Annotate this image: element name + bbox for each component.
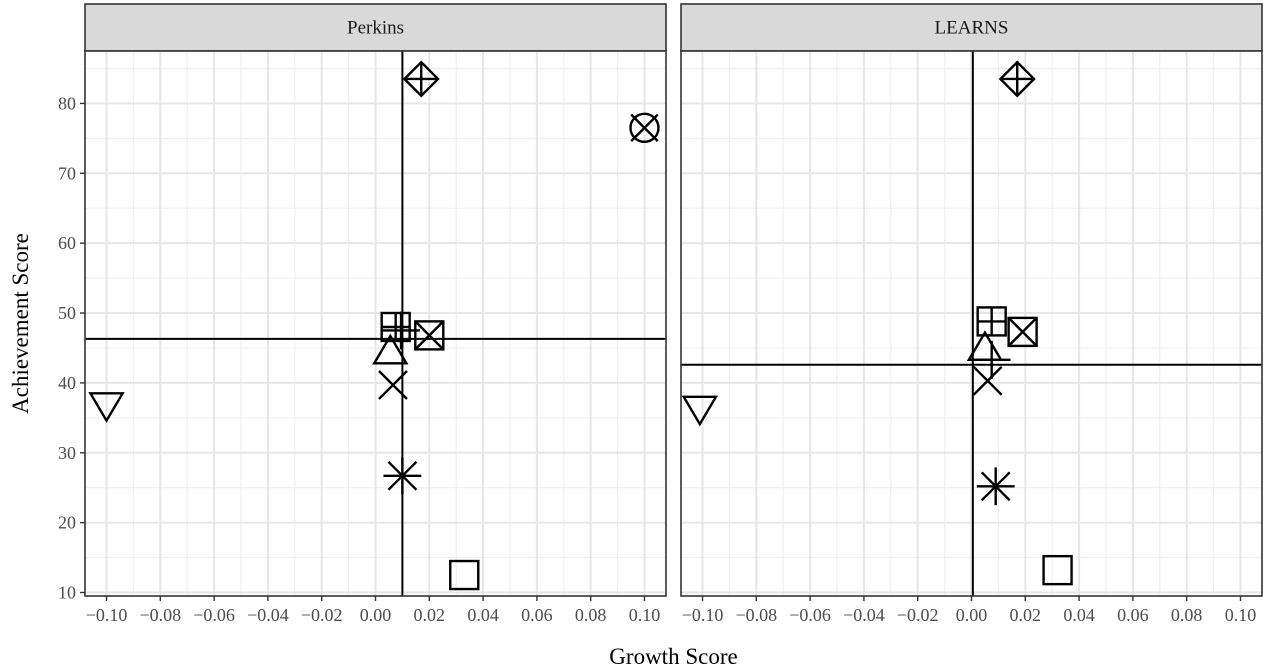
data-point-triangle-up [372, 333, 409, 365]
x-tick-label: −0.10 [86, 605, 128, 625]
x-tick-label: 0.10 [1225, 605, 1257, 625]
x-tick-label: 0.04 [1063, 605, 1095, 625]
data-point-plus [382, 311, 420, 350]
x-tick-label: −0.08 [735, 605, 777, 625]
panel-perkins: Perkins −0.10 −0.08 −0.06 −0.04 −0.02 0.00 0.02… [58, 3, 667, 625]
x-tick-label: −0.04 [843, 605, 885, 625]
data-point-x [972, 365, 1003, 396]
x-tick-label: 0.00 [956, 605, 988, 625]
data-point-square-plus [380, 311, 411, 343]
x-tick-label: 0.04 [467, 605, 499, 625]
y-tick-label: 30 [58, 443, 76, 463]
data-point-x [378, 370, 408, 400]
x-tick-label: −0.02 [897, 605, 939, 625]
data-point-square-plus [976, 306, 1007, 337]
y-axis-title: Achievement Score [8, 233, 33, 414]
data-point-plus [972, 340, 1011, 379]
panel-border [84, 50, 667, 597]
x-tick-label: 0.08 [575, 605, 607, 625]
x-tick-label: 0.02 [1010, 605, 1042, 625]
x-tick-label: −0.06 [789, 605, 831, 625]
x-tick-label: 0.10 [629, 605, 661, 625]
data-point-asterisk [383, 456, 422, 495]
panel-learns: LEARNS −0.10 −0.08 −0.06 −0.04 −0.02 0.00 0.02 0… [680, 3, 1263, 625]
x-tick-label: −0.08 [139, 605, 181, 625]
x-tick-label: −0.04 [247, 605, 289, 625]
x-tick-label: 0.00 [360, 605, 392, 625]
y-tick-label: 40 [58, 373, 76, 393]
strip-background [680, 3, 1263, 52]
x-tick-label: 0.06 [1117, 605, 1149, 625]
panel-border [680, 50, 1263, 597]
data-point-circle-x [629, 112, 660, 144]
data-point-square-x [1007, 316, 1038, 348]
y-tick-label: 20 [58, 513, 76, 533]
x-tick-label: −0.06 [193, 605, 235, 625]
data-point-square-x [414, 320, 445, 351]
y-tick-label: 50 [58, 303, 76, 323]
x-axis-title: Growth Score [609, 644, 737, 669]
y-tick-label: 10 [58, 583, 76, 603]
data-point-square [1042, 554, 1073, 586]
data-point-triangle-down [681, 395, 719, 427]
strip-label: LEARNS [935, 18, 1009, 39]
x-tick-label: 0.02 [414, 605, 446, 625]
data-point-asterisk [976, 467, 1015, 506]
data-point-square [449, 559, 480, 591]
data-point-triangle-down [88, 392, 125, 424]
y-tick-label: 60 [58, 233, 76, 253]
data-point-diamond-plus [402, 60, 440, 98]
y-tick-label: 80 [58, 93, 76, 113]
y-tick-label: 70 [58, 163, 76, 183]
x-tick-label: 0.08 [1171, 605, 1203, 625]
x-tick-label: −0.02 [301, 605, 343, 625]
strip-background [84, 3, 667, 52]
strip-label: Perkins [347, 18, 404, 39]
x-tick-label: 0.06 [521, 605, 553, 625]
data-point-diamond-plus [998, 60, 1036, 98]
x-tick-label: −0.10 [682, 605, 724, 625]
